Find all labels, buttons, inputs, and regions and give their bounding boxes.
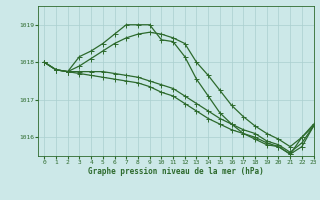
X-axis label: Graphe pression niveau de la mer (hPa): Graphe pression niveau de la mer (hPa)	[88, 167, 264, 176]
